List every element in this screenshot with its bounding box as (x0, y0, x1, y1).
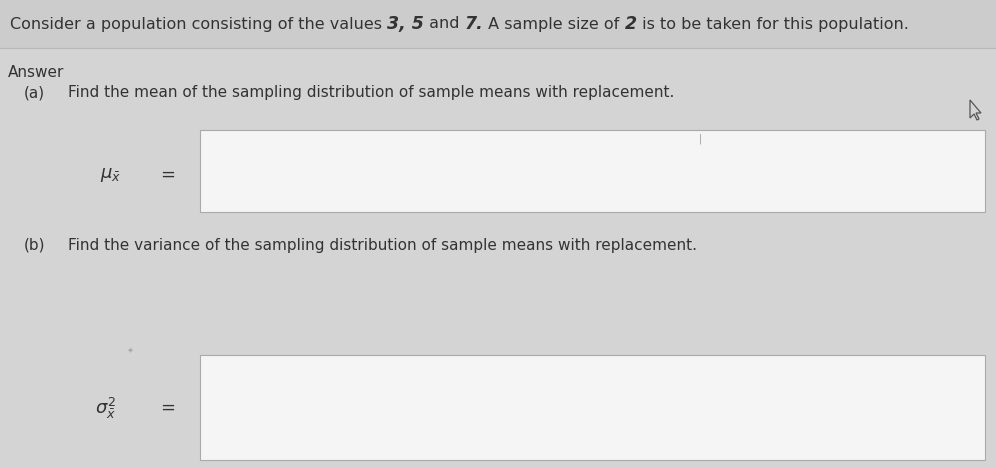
Bar (200, 355, 985, 460)
Text: (a): (a) (24, 85, 45, 100)
Text: =: = (160, 399, 175, 417)
Text: |: | (698, 134, 701, 145)
Text: Consider a population consisting of the values: Consider a population consisting of the … (10, 16, 387, 31)
Text: and: and (424, 16, 464, 31)
Text: 2: 2 (624, 15, 636, 33)
Text: Answer: Answer (8, 65, 65, 80)
Text: Find the variance of the sampling distribution of sample means with replacement.: Find the variance of the sampling distri… (68, 238, 697, 253)
Text: 3, 5: 3, 5 (387, 15, 424, 33)
Text: $\mu_{\bar{x}}$: $\mu_{\bar{x}}$ (100, 166, 122, 184)
Bar (0, 0, 996, 48)
Text: is to be taken for this population.: is to be taken for this population. (636, 16, 908, 31)
Text: =: = (160, 166, 175, 184)
Text: $\sigma^2_{\bar{x}}$: $\sigma^2_{\bar{x}}$ (95, 395, 116, 421)
Bar (200, 130, 985, 212)
Text: (b): (b) (24, 238, 46, 253)
Text: A sample size of: A sample size of (483, 16, 624, 31)
Text: ✦: ✦ (126, 345, 133, 354)
Text: 7.: 7. (464, 15, 483, 33)
Text: Find the mean of the sampling distribution of sample means with replacement.: Find the mean of the sampling distributi… (68, 85, 674, 100)
